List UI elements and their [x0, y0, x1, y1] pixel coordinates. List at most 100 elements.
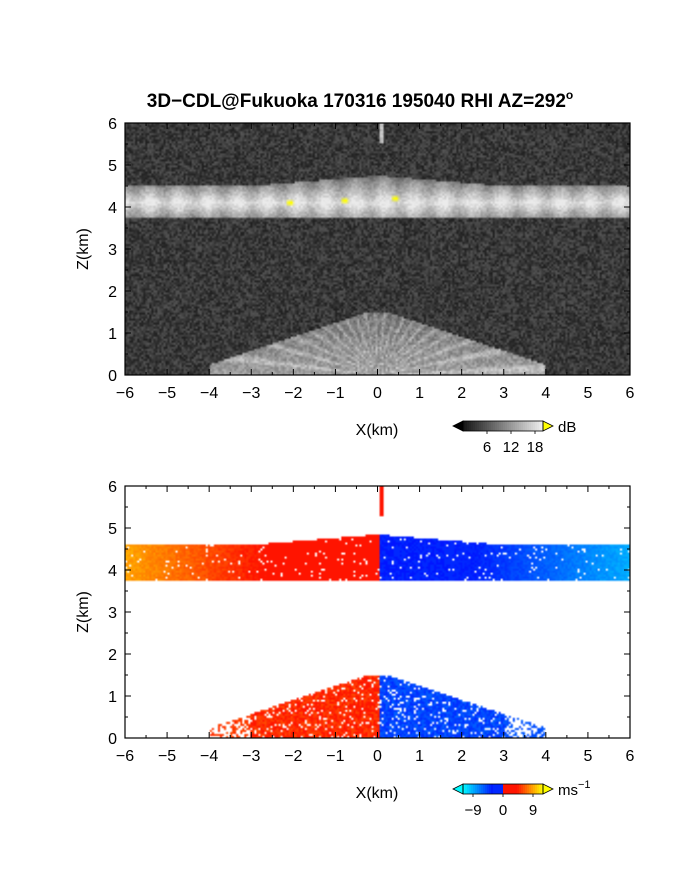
- x-tick-label: 4: [541, 385, 550, 402]
- y-tick-label: 4: [108, 200, 117, 217]
- velocity-field: [125, 486, 630, 738]
- colorbar-segment: [499, 784, 502, 794]
- y-tick-label: 2: [108, 284, 117, 301]
- colorbar-segment: [505, 421, 508, 431]
- x-tick-label: 5: [583, 385, 592, 402]
- x-tick-label: −2: [284, 385, 302, 402]
- x-tick-label: 3: [499, 385, 508, 402]
- colorbar-segment: [465, 784, 468, 794]
- y-tick-label: 5: [108, 521, 117, 538]
- colorbar-segment: [537, 784, 540, 794]
- x-tick-label: 1: [415, 385, 424, 402]
- colorbar-segment: [513, 784, 516, 794]
- colorbar-segment: [467, 421, 470, 431]
- colorbar-under-triangle: [452, 420, 464, 432]
- colorbar-segment: [473, 784, 476, 794]
- x-tick-label: 0: [373, 748, 382, 765]
- y-tick-label: 3: [108, 242, 117, 259]
- colorbar-segment: [527, 421, 530, 431]
- colorbar-tick-label: −9: [464, 802, 481, 819]
- colorbar-segment: [497, 421, 500, 431]
- colorbar-tick-label: 18: [527, 439, 544, 456]
- x-tick-label: 1: [415, 748, 424, 765]
- velocity-axes: −6 −5 −4 −3 −2 −1 0 1 2 3 4 5 6 0 1 2 3 4 5 6: [108, 479, 634, 765]
- colorbar-segment: [491, 784, 494, 794]
- colorbar-segment: [483, 421, 486, 431]
- colorbar-segment: [479, 421, 482, 431]
- x-tick-label: −5: [158, 385, 176, 402]
- figure-title: 3D−CDL@Fukuoka 170316 195040 RHI AZ=292o: [147, 88, 574, 112]
- colorbar-segment: [489, 784, 492, 794]
- colorbar-segment: [513, 421, 516, 431]
- colorbar-segment: [537, 421, 540, 431]
- colorbar-segment: [499, 421, 502, 431]
- x-tick-label: −6: [116, 748, 134, 765]
- y-tick-label: 1: [108, 689, 117, 706]
- colorbar-tick-label: 12: [503, 439, 520, 456]
- y-tick-label: 5: [108, 158, 117, 175]
- colorbar-segment: [539, 784, 542, 794]
- x-tick-label: −1: [326, 385, 344, 402]
- reflectivity-ylabel: Z(km): [75, 228, 92, 270]
- colorbar-frame: [462, 420, 544, 432]
- x-tick-label: −2: [284, 748, 302, 765]
- colorbar-segment: [511, 784, 514, 794]
- colorbar-segment: [493, 784, 496, 794]
- colorbar-segment: [517, 421, 520, 431]
- colorbar-segment: [523, 421, 526, 431]
- colorbar-segment: [533, 421, 536, 431]
- colorbar-segment: [501, 421, 504, 431]
- colorbar-segment: [487, 421, 490, 431]
- colorbar-segment: [485, 421, 488, 431]
- colorbar-segment: [541, 421, 544, 431]
- colorbar-segment: [475, 784, 478, 794]
- colorbar-under-triangle: [452, 783, 464, 795]
- x-tick-label: 6: [626, 385, 635, 402]
- x-tick-label: 6: [626, 748, 635, 765]
- colorbar-segment: [481, 784, 484, 794]
- y-tick-label: 3: [108, 605, 117, 622]
- velocity-panel: −6 −5 −4 −3 −2 −1 0 1 2 3 4 5 6 0 1 2 3 4 5 6 X(km) Z(km) −…: [75, 479, 635, 819]
- y-tick-label: 2: [108, 647, 117, 664]
- reflectivity-plot-area: [125, 123, 630, 375]
- x-tick-label: −3: [242, 748, 260, 765]
- x-tick-label: 3: [499, 748, 508, 765]
- colorbar-segment: [495, 784, 498, 794]
- colorbar-segment: [521, 421, 524, 431]
- y-tick-label: 1: [108, 326, 117, 343]
- colorbar-tick-label: 6: [483, 439, 491, 456]
- colorbar-segment: [491, 421, 494, 431]
- colorbar-segment: [515, 421, 518, 431]
- colorbar-segment: [463, 784, 466, 794]
- reflectivity-xlabel: X(km): [356, 422, 399, 439]
- x-tick-label: −5: [158, 748, 176, 765]
- colorbar-segment: [509, 784, 512, 794]
- x-tick-label: −1: [326, 748, 344, 765]
- colorbar-segment: [519, 784, 522, 794]
- colorbar-segment: [525, 784, 528, 794]
- colorbar-segment: [481, 421, 484, 431]
- colorbar-segment: [479, 784, 482, 794]
- velocity-plot-area: [125, 486, 630, 738]
- colorbar-segment: [477, 421, 480, 431]
- colorbar-segment: [483, 784, 486, 794]
- colorbar-segment: [531, 784, 534, 794]
- x-tick-label: −4: [200, 748, 218, 765]
- colorbar-segment: [541, 784, 544, 794]
- x-tick-label: 5: [583, 748, 592, 765]
- colorbar-segment: [511, 421, 514, 431]
- colorbar-segment: [465, 421, 468, 431]
- colorbar-segment: [463, 421, 466, 431]
- colorbar-segment: [495, 421, 498, 431]
- y-tick-label: 0: [108, 731, 117, 748]
- colorbar-segment: [535, 784, 538, 794]
- colorbar-segment: [517, 784, 520, 794]
- colorbar-segment: [531, 421, 534, 431]
- colorbar-segment: [473, 421, 476, 431]
- colorbar-segment: [487, 784, 490, 794]
- colorbar-segment: [477, 784, 480, 794]
- colorbar-segment: [469, 421, 472, 431]
- colorbar-segment: [509, 421, 512, 431]
- colorbar-over-triangle: [542, 783, 554, 795]
